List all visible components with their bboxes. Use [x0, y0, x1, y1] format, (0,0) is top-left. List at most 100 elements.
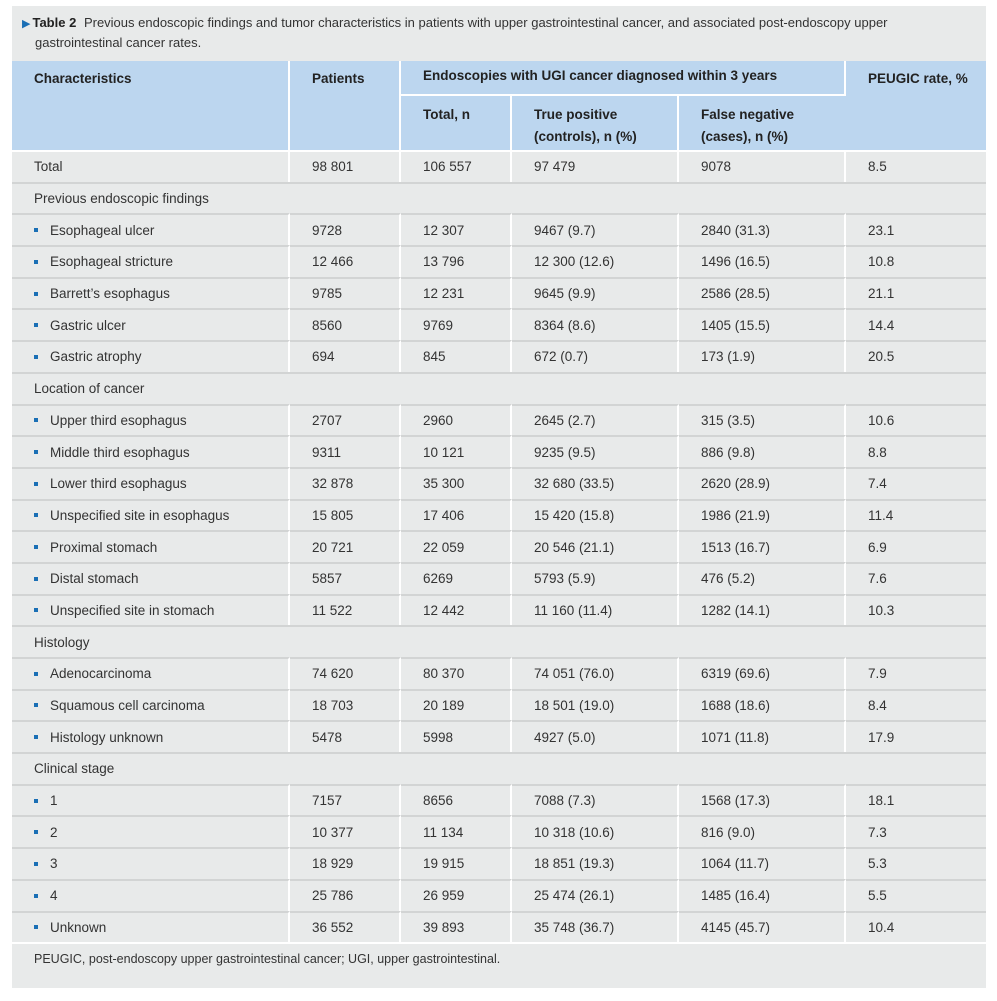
row-label: Adenocarcinoma — [50, 666, 152, 682]
cell-peugic-rate: 10.4 — [846, 910, 986, 943]
cell-characteristic: Proximal stomach — [12, 530, 290, 562]
cell-characteristic: Middle third esophagus — [12, 435, 290, 467]
cell-characteristic: Upper third esophagus — [12, 403, 290, 436]
caption-triangle-icon: ▶ — [22, 18, 31, 30]
cell-false-negative: 1513 (16.7) — [679, 530, 846, 562]
section-heading: Previous endoscopic findings — [12, 181, 986, 214]
cell-false-negative: 1496 (16.5) — [679, 245, 846, 277]
cell-total: 845 — [401, 340, 512, 372]
cell-total: 20 189 — [401, 688, 512, 721]
cell-true-positive: 4927 (5.0) — [512, 720, 679, 753]
cell-true-positive: 2645 (2.7) — [512, 403, 679, 436]
bullet-icon — [34, 259, 38, 264]
cell-true-positive: 672 (0.7) — [512, 340, 679, 372]
cell-true-positive: 35 748 (36.7) — [512, 910, 679, 943]
cell-peugic-rate: 7.9 — [846, 657, 986, 689]
cell-false-negative: 1282 (14.1) — [679, 593, 846, 626]
cell-true-positive: 18 501 (19.0) — [512, 688, 679, 721]
bullet-icon — [34, 291, 38, 296]
table-row: Unspecified site in stomach 11 522 12 442 1… — [12, 593, 986, 626]
bullet-icon — [34, 354, 38, 359]
cell-patients: 98 801 — [290, 152, 401, 182]
cell-peugic-rate: 8.8 — [846, 435, 986, 467]
cell-peugic-rate: 18.1 — [846, 783, 986, 816]
cell-total: 5998 — [401, 720, 512, 753]
table-row: Upper third esophagus 2707 2960 2645 (2.7) 3… — [12, 403, 986, 436]
cell-false-negative: 9078 — [679, 152, 846, 182]
row-label: Middle third esophagus — [50, 444, 190, 460]
cell-patients: 10 377 — [290, 815, 401, 848]
table-row: Proximal stomach 20 721 22 059 20 546 (21.1… — [12, 530, 986, 562]
cell-true-positive: 11 160 (11.4) — [512, 593, 679, 626]
cell-peugic-rate: 23.1 — [846, 213, 986, 246]
cell-false-negative: 886 (9.8) — [679, 435, 846, 467]
cell-total: 11 134 — [401, 815, 512, 848]
cell-patients: 20 721 — [290, 530, 401, 562]
cell-characteristic: 1 — [12, 783, 290, 816]
cell-patients: 7157 — [290, 783, 401, 816]
row-label: Gastric atrophy — [50, 349, 142, 365]
section-heading: Clinical stage — [12, 752, 986, 784]
table-row: 4 25 786 26 959 25 474 (26.1) 1485 (16.4) 5.5 — [12, 878, 986, 911]
bullet-icon — [34, 513, 38, 518]
table-footnote: PEUGIC, post-endoscopy upper gastrointes… — [12, 944, 986, 989]
row-label: 3 — [50, 856, 58, 872]
row-label: Squamous cell carcinoma — [50, 698, 205, 714]
cell-false-negative: 1064 (11.7) — [679, 847, 846, 879]
cell-characteristic: Lower third esophagus — [12, 466, 290, 499]
cell-true-positive: 7088 (7.3) — [512, 783, 679, 816]
cell-peugic-rate: 6.9 — [846, 530, 986, 562]
header-patients: Patients — [290, 61, 401, 152]
cell-peugic-rate: 11.4 — [846, 498, 986, 531]
cell-false-negative: 1688 (18.6) — [679, 688, 846, 721]
bullet-icon — [34, 830, 38, 835]
cell-false-negative: 1485 (16.4) — [679, 878, 846, 911]
cell-peugic-rate: 10.6 — [846, 403, 986, 436]
cell-peugic-rate: 10.3 — [846, 593, 986, 626]
row-label: Esophageal stricture — [50, 254, 174, 270]
table-row: Esophageal ulcer 9728 12 307 9467 (9.7) 2840… — [12, 213, 986, 246]
cell-peugic-rate: 21.1 — [846, 276, 986, 309]
cell-patients: 9728 — [290, 213, 401, 246]
cell-false-negative: 6319 (69.6) — [679, 657, 846, 689]
cell-characteristic: Gastric atrophy — [12, 340, 290, 372]
cell-characteristic: Gastric ulcer — [12, 308, 290, 341]
cell-patients: 18 703 — [290, 688, 401, 721]
cell-total: 17 406 — [401, 498, 512, 531]
cell-total: 106 557 — [401, 152, 512, 182]
table-row: Adenocarcinoma 74 620 80 370 74 051 (76.0) 6… — [12, 657, 986, 689]
cell-peugic-rate: 7.3 — [846, 815, 986, 848]
bullet-icon — [34, 418, 38, 423]
bullet-icon — [34, 545, 38, 550]
row-label: 4 — [50, 888, 58, 904]
cell-total: 10 121 — [401, 435, 512, 467]
cell-true-positive: 15 420 (15.8) — [512, 498, 679, 531]
table-row: Squamous cell carcinoma 18 703 20 189 18 50… — [12, 688, 986, 721]
cell-characteristic: Esophageal ulcer — [12, 213, 290, 246]
cell-patients: 36 552 — [290, 910, 401, 943]
table-row: Gastric atrophy 694 845 672 (0.7) 173 (1.9) 2… — [12, 340, 986, 372]
cell-patients: 25 786 — [290, 878, 401, 911]
row-label: Gastric ulcer — [50, 317, 126, 333]
row-label: Lower third esophagus — [50, 476, 187, 492]
bullet-icon — [34, 449, 38, 454]
row-label: Upper third esophagus — [50, 412, 187, 428]
section-heading: Histology — [12, 625, 986, 657]
bullet-icon — [34, 576, 38, 581]
cell-false-negative: 2586 (28.5) — [679, 276, 846, 309]
cell-false-negative: 1071 (11.8) — [679, 720, 846, 753]
table-body: Total 98 801 106 557 97 479 9078 8.5 Previous … — [12, 152, 986, 943]
row-label: Proximal stomach — [50, 539, 158, 555]
header-true-positive-line2: (controls), n (%) — [534, 129, 637, 144]
cell-true-positive: 9467 (9.7) — [512, 213, 679, 246]
cell-patients: 9785 — [290, 276, 401, 309]
bullet-icon — [34, 893, 38, 898]
cell-characteristic: Adenocarcinoma — [12, 657, 290, 689]
cell-total: 12 442 — [401, 593, 512, 626]
cell-characteristic: Unspecified site in esophagus — [12, 498, 290, 531]
cell-peugic-rate: 14.4 — [846, 308, 986, 341]
bullet-icon — [34, 703, 38, 708]
section-row: Clinical stage — [12, 752, 986, 784]
cell-characteristic: Barrett’s esophagus — [12, 276, 290, 309]
cell-peugic-rate: 5.5 — [846, 878, 986, 911]
